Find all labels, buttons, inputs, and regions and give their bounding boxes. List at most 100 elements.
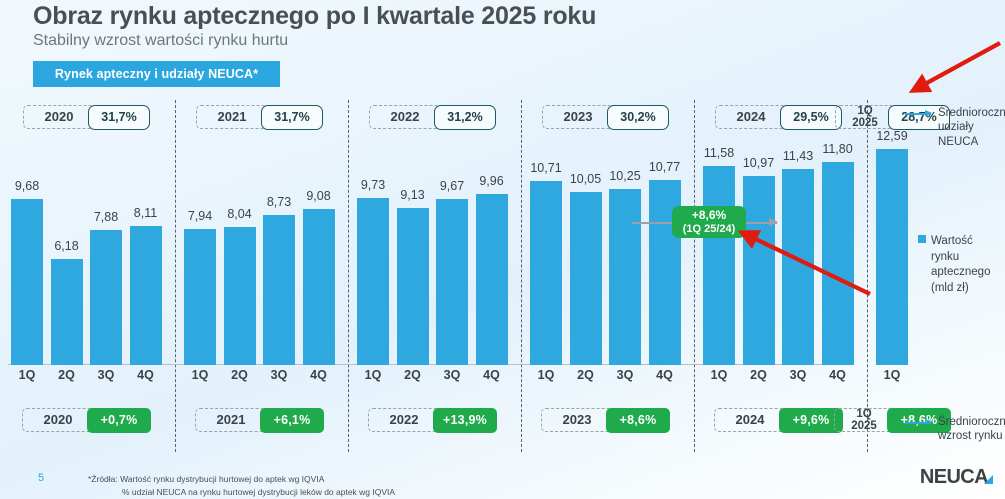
bar-value-label: 10,25 xyxy=(609,169,641,183)
year-label-pill: 2023 xyxy=(541,408,613,432)
legend-line2: rynku xyxy=(931,250,960,263)
bar xyxy=(742,176,775,365)
market-growth-pill: +13,9% xyxy=(433,407,497,433)
quarter-label: 1Q xyxy=(710,368,728,382)
bar xyxy=(223,227,256,365)
share-pill-group: 2020 31,7% xyxy=(23,104,150,130)
growth-note-line2: wzrost rynku xyxy=(938,430,1003,443)
bar-value-label: 9,13 xyxy=(400,188,425,202)
callout-badge-growth: +8,6% (1Q 25/24) xyxy=(672,206,746,238)
callout-period: (1Q 25/24) xyxy=(682,222,736,235)
market-growth-pill: +0,7% xyxy=(87,407,151,433)
bar xyxy=(569,192,602,365)
legend-line3: aptecznego xyxy=(931,266,991,279)
growth-pill-group: 2023 +8,6% xyxy=(541,407,670,433)
share-note-line1: Średnioroczne xyxy=(938,107,1005,119)
bar-value-label: 9,67 xyxy=(439,179,465,193)
bar xyxy=(530,181,562,365)
group-separator xyxy=(520,100,522,452)
page-number: 5 xyxy=(38,472,45,484)
quarter-label: 2Q xyxy=(577,368,594,382)
share-pill-group: 2021 31,7% xyxy=(196,104,323,130)
quarter-label: 4Q xyxy=(310,368,327,382)
bar xyxy=(90,230,122,365)
share-note-arrow-icon xyxy=(905,110,932,116)
market-growth-pill: +8,6% xyxy=(606,407,670,433)
bar-value-label: 10,77 xyxy=(648,160,681,174)
group-separator xyxy=(866,100,868,452)
year-label-pill: 2021 xyxy=(195,408,267,432)
neuca-share-pill: 31,7% xyxy=(88,104,150,130)
quarter-label: 2Q xyxy=(231,368,248,382)
year-label-pill: 1Q 2025 xyxy=(835,105,895,129)
bar-value-label: 9,68 xyxy=(14,179,40,193)
quarter-label: 2Q xyxy=(750,368,767,382)
group-separator xyxy=(693,100,695,452)
bar xyxy=(263,215,295,365)
bar-value-label: 10,97 xyxy=(742,156,775,170)
bar-value-label: 11,80 xyxy=(822,142,853,156)
bar-value-label: 6,18 xyxy=(54,239,79,253)
quarter-label: 2Q xyxy=(58,368,75,382)
legend-swatch-icon xyxy=(918,235,926,243)
neuca-share-pill: 31,7% xyxy=(261,104,323,130)
quarter-label: 1Q xyxy=(191,368,209,382)
bar-value-label: 8,04 xyxy=(227,207,252,221)
bar-value-label: 12,59 xyxy=(876,129,908,143)
bar-value-label: 7,88 xyxy=(93,210,119,224)
quarter-label: 1Q xyxy=(364,368,382,382)
legend: Wartość rynku aptecznego (mld zł) xyxy=(918,234,990,296)
bar xyxy=(129,226,162,365)
share-note-line2: udziały NEUCA xyxy=(938,121,979,148)
tab-rynek-apteczny[interactable]: Rynek apteczny i udziały NEUCA* xyxy=(33,61,280,87)
bar-value-label: 10,05 xyxy=(569,172,602,186)
source-line2: % udział NEUCA na rynku hurtowej dystryb… xyxy=(122,486,396,497)
neuca-share-pill: 30,2% xyxy=(607,104,669,130)
neuca-share-pill: 29,5% xyxy=(780,104,842,130)
share-pill-group: 2024 29,5% xyxy=(715,104,842,130)
bar xyxy=(436,199,468,365)
bar xyxy=(184,229,216,365)
bar-chart-plot xyxy=(0,100,908,366)
bar-value-label: 7,94 xyxy=(187,209,213,223)
growth-note-arrow-icon xyxy=(905,419,932,425)
growth-pill-group: 2020 +0,7% xyxy=(22,407,151,433)
market-growth-pill: +6,1% xyxy=(260,407,324,433)
quarter-label: 4Q xyxy=(483,368,500,382)
quarter-label: 3Q xyxy=(97,368,115,382)
share-pill-group: 2022 31,2% xyxy=(369,104,496,130)
neuca-logo: NEUCA xyxy=(920,466,993,489)
market-growth-pill: +8,6% xyxy=(887,407,951,433)
quarter-label: 4Q xyxy=(656,368,673,382)
neuca-logo-accent-icon xyxy=(984,475,993,484)
bar xyxy=(302,209,335,365)
quarter-label: 1Q xyxy=(883,368,901,382)
growth-note: Średnioroczny wzrost rynku xyxy=(938,415,1005,444)
bar xyxy=(782,169,814,365)
bar-value-label: 9,96 xyxy=(479,174,504,188)
quarter-label: 4Q xyxy=(829,368,846,382)
quarter-label: 3Q xyxy=(616,368,634,382)
group-separator xyxy=(347,100,349,452)
bar xyxy=(609,189,641,365)
bar xyxy=(396,208,429,365)
bar xyxy=(475,194,508,365)
share-pill-group: 1Q 2025 28,7% xyxy=(835,104,950,130)
year-label-pill: 1Q 2025 xyxy=(834,408,894,432)
growth-pill-group: 2021 +6,1% xyxy=(195,407,324,433)
legend-line4: (mld zł) xyxy=(931,281,969,294)
page-title: Obraz rynku aptecznego po I kwartale 202… xyxy=(33,2,597,30)
year-label-pill: 2022 xyxy=(368,408,440,432)
bar xyxy=(821,162,854,365)
bar xyxy=(876,149,908,365)
quarter-label: 3Q xyxy=(270,368,288,382)
growth-pill-group: 2024 +9,6% xyxy=(714,407,843,433)
bar-value-label: 9,73 xyxy=(360,178,386,192)
page-subtitle: Stabilny wzrost wartości rynku hurtu xyxy=(33,32,289,49)
bar xyxy=(11,199,43,365)
quarter-label: 4Q xyxy=(137,368,154,382)
quarter-label: 3Q xyxy=(789,368,807,382)
bar-value-label: 11,58 xyxy=(703,146,735,160)
callout-value: +8,6% xyxy=(691,208,727,223)
share-note: Średnioroczne udziały NEUCA xyxy=(938,106,1005,149)
